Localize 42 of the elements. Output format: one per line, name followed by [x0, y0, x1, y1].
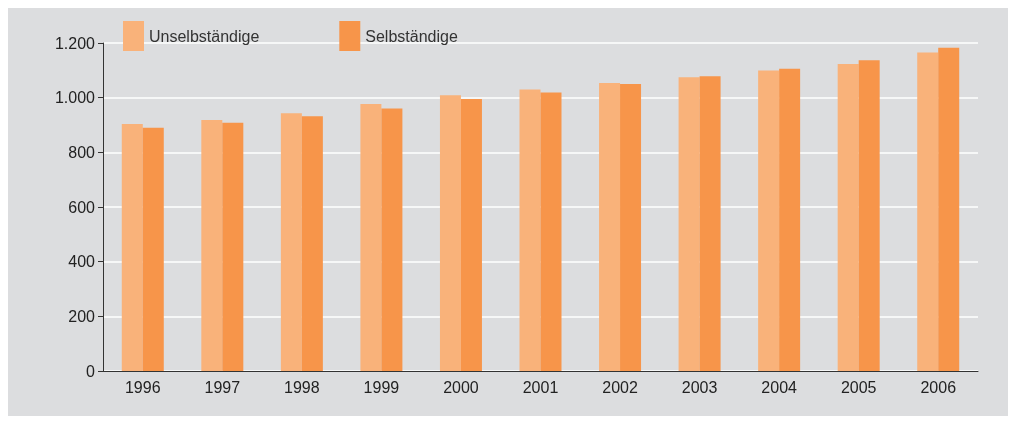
bar — [121, 123, 143, 371]
bar — [519, 89, 541, 371]
bar — [460, 99, 482, 371]
bar — [201, 120, 223, 371]
x-tick-label: 1996 — [124, 378, 161, 396]
bar — [439, 95, 461, 371]
bar — [837, 64, 859, 371]
y-tick-label: 0 — [86, 362, 96, 380]
x-tick-label: 2000 — [443, 378, 479, 396]
bar — [858, 60, 880, 371]
bar — [699, 76, 721, 371]
bar — [620, 84, 642, 371]
bar — [301, 116, 323, 371]
x-tick-label: 2003 — [681, 378, 718, 396]
x-tick-label: 1997 — [204, 378, 241, 396]
x-tick-label: 1998 — [284, 378, 320, 396]
bar — [599, 82, 621, 371]
x-tick-label: 2005 — [840, 378, 877, 396]
y-tick-label: 200 — [68, 307, 96, 325]
x-tick-label: 2004 — [761, 378, 798, 396]
bar — [222, 122, 244, 371]
bar — [678, 77, 700, 371]
bar — [142, 127, 164, 371]
x-tick-label: 2001 — [522, 378, 559, 396]
x-tick-label: 2002 — [602, 378, 638, 396]
bar — [360, 103, 382, 371]
y-tick-label: 400 — [68, 253, 96, 271]
y-tick-label: 1.200 — [54, 34, 96, 52]
bar — [381, 108, 403, 371]
bar — [540, 92, 562, 371]
bar — [280, 113, 302, 371]
bar — [917, 52, 939, 371]
y-tick-label: 800 — [68, 143, 96, 161]
y-tick-label: 1.000 — [54, 89, 96, 107]
legend-label: Unselbständige — [149, 27, 260, 45]
legend-label: Selbständige — [365, 27, 458, 45]
x-tick-label: 2006 — [920, 378, 957, 396]
bar — [758, 70, 780, 371]
bar — [779, 68, 801, 371]
x-tick-label: 1999 — [363, 378, 400, 396]
y-tick-label: 600 — [68, 198, 96, 216]
bar — [938, 47, 960, 371]
